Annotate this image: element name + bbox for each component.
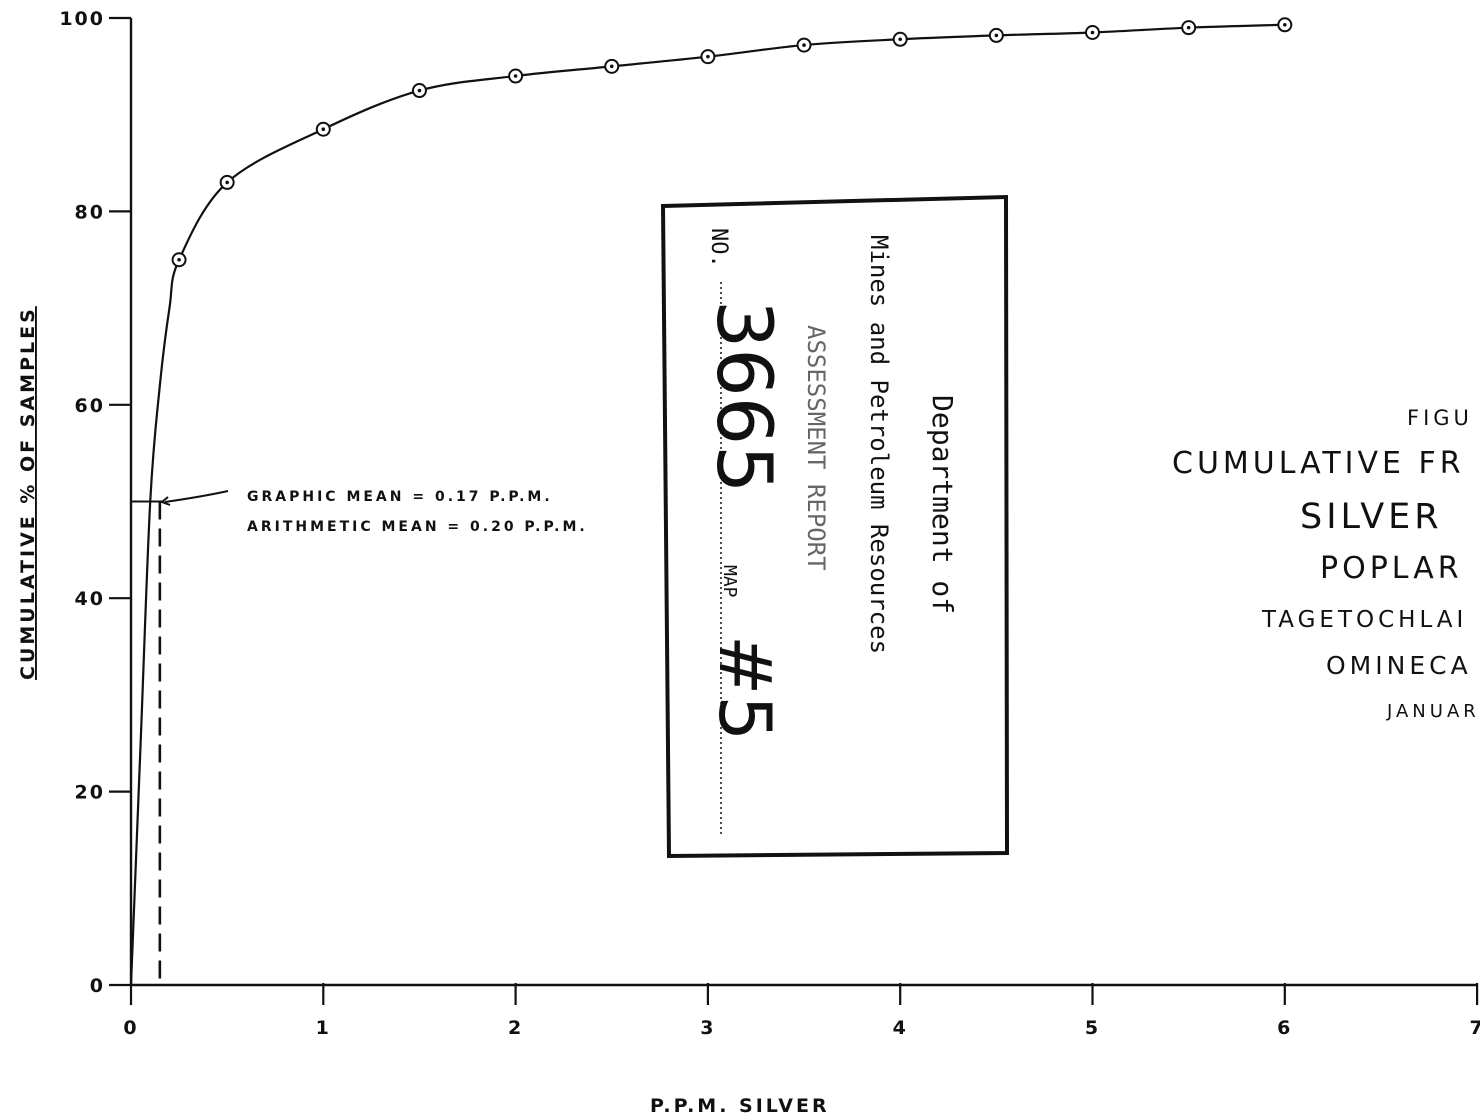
- y-axis-ticks: 0 20 40 60 80 100: [59, 8, 131, 997]
- data-point-center: [417, 88, 422, 93]
- stamp-map-label: MAP: [719, 565, 740, 598]
- data-point-center: [994, 33, 999, 38]
- x-tick-label: 2: [508, 1017, 523, 1039]
- x-tick-label: 6: [1277, 1017, 1292, 1039]
- x-tick-label: 5: [1085, 1017, 1100, 1039]
- y-tick-label: 60: [75, 395, 105, 417]
- x-axis-ticks: 0 1 2 3 4 5 6 7: [123, 983, 1480, 1039]
- stamp-report-number: 3665: [700, 300, 789, 493]
- x-tick-label: 1: [316, 1017, 331, 1039]
- data-point-center: [706, 54, 710, 59]
- arithmetic-mean-annotation: ARITHMETIC MEAN = 0.20 P.P.M.: [247, 519, 588, 535]
- data-point-center: [177, 257, 181, 262]
- y-axis-title: CUMULATIVE % OF SAMPLES: [17, 306, 39, 680]
- stamp-no-label: NO.: [706, 228, 731, 268]
- stamp-department: Department of: [926, 395, 959, 614]
- stamp-border: [660, 194, 1010, 859]
- stamp-map-number: #5: [703, 635, 787, 741]
- assessment-report-stamp: Department of Mines and Petroleum Resour…: [660, 194, 1010, 859]
- x-axis-title: P.P.M. SILVER: [650, 1095, 830, 1117]
- graphic-mean-annotation: GRAPHIC MEAN = 0.17 P.P.M.: [247, 489, 553, 505]
- data-point-center: [1283, 22, 1287, 27]
- x-tick-label: 3: [700, 1017, 715, 1039]
- figure-title-line-2: SILVER: [1300, 497, 1443, 537]
- data-points: [171, 17, 1293, 268]
- figure-title-line-6: JANUAR: [1386, 701, 1480, 722]
- data-point-center: [1090, 30, 1095, 35]
- figure-title-line-1: CUMULATIVE FR: [1172, 446, 1465, 481]
- data-point-center: [1186, 25, 1191, 30]
- mean-leader-arrowhead: [160, 496, 171, 506]
- stamp-ministry: Mines and Petroleum Resources: [865, 235, 893, 654]
- data-point-center: [802, 43, 806, 47]
- data-point-center: [321, 127, 326, 132]
- y-tick-label: 100: [59, 8, 105, 30]
- stamp-report-type: ASSESSMENT REPORT: [802, 325, 830, 571]
- figure-title-block: FIGU CUMULATIVE FR SILVER POPLAR TAGETOC…: [1172, 406, 1480, 722]
- data-point-center: [609, 64, 614, 69]
- x-tick-label: 7: [1469, 1017, 1480, 1039]
- figure-title-line-4: TAGETOCHLAI: [1261, 607, 1467, 633]
- y-tick-label: 40: [75, 588, 105, 610]
- figure-title-line-5: OMINECA: [1326, 651, 1472, 680]
- figure-title-line-3: POPLAR: [1320, 551, 1463, 586]
- y-tick-label: 20: [75, 782, 105, 804]
- x-tick-label: 0: [123, 1017, 138, 1039]
- y-tick-label: 0: [90, 975, 105, 997]
- y-tick-label: 80: [75, 201, 105, 223]
- data-point-center: [898, 37, 902, 42]
- figure-number: FIGU: [1407, 406, 1473, 430]
- data-point-center: [225, 180, 229, 185]
- mean-leader-line: [164, 490, 229, 503]
- data-point-center: [513, 74, 518, 78]
- x-tick-label: 4: [893, 1017, 908, 1039]
